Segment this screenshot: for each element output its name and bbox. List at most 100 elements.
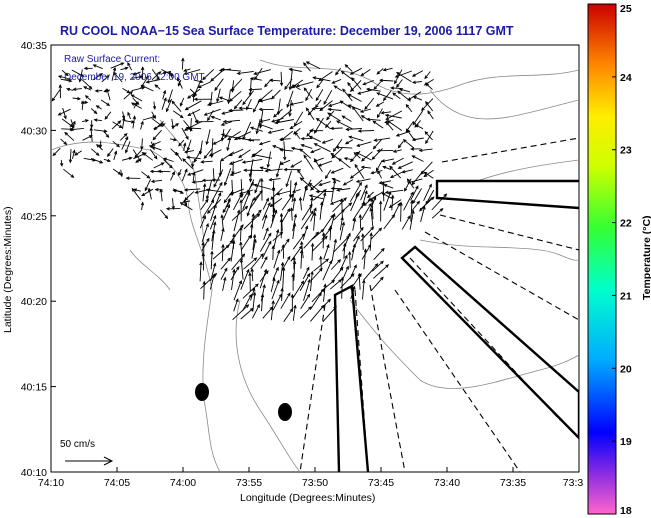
current-vector [266,151,272,169]
y-tick-label: 40:35 [21,40,47,52]
current-vector [323,283,327,302]
current-vector [300,210,314,230]
current-vector [212,138,225,145]
current-vector [223,189,234,204]
current-vector [394,70,412,78]
current-vector [140,66,145,80]
current-vector [297,168,305,180]
current-vector [371,260,384,272]
current-vector [233,279,243,301]
current-vector [212,168,216,183]
y-tick-label: 40:10 [21,467,47,479]
current-vector [69,127,84,132]
current-vector [154,187,163,192]
current-vector [395,130,411,137]
current-vector [315,99,322,109]
current-vector [292,260,297,281]
current-vector [276,190,291,196]
current-vector [360,69,371,77]
current-vector [424,71,431,80]
current-vector [351,106,364,122]
current-vector [63,168,75,178]
current-vector [199,215,206,229]
current-vector [187,108,201,116]
current-vector [121,136,129,150]
current-vector [348,135,364,142]
current-vector [242,191,251,210]
current-vector [257,123,273,130]
current-vector [344,64,353,72]
current-vector [397,140,404,149]
current-vector [111,120,122,130]
current-vector [149,149,158,160]
current-vector [113,71,123,83]
current-vector [349,67,363,75]
current-vector [373,79,383,90]
current-vector [330,259,341,270]
current-vector [423,171,434,179]
current-vector [123,90,133,100]
current-vector [385,110,403,120]
current-vector [389,165,402,179]
current-vector [299,148,312,159]
current-vector [182,199,191,204]
current-vector [372,120,384,129]
shelf-contour-5 [419,239,579,261]
current-vector [411,80,422,84]
current-vector [291,273,295,291]
current-vector [384,113,402,119]
current-vector [249,126,263,132]
chart-title: RU COOL NOAA−15 Sea Surface Temperature:… [60,24,514,38]
current-vector [255,118,261,135]
current-vector [323,89,333,106]
x-tick-label: 73:55 [236,477,262,489]
current-vector [213,169,224,188]
current-vector [339,221,346,241]
current-vector [342,88,353,102]
current-vector [382,165,392,171]
current-vector [92,64,103,70]
current-vector [279,137,291,141]
current-vector [184,191,195,201]
current-vector [140,138,144,151]
current-vector [148,145,162,151]
current-vector [283,308,294,322]
current-vector [223,197,231,213]
current-vector [132,71,141,76]
current-vector [160,209,169,220]
current-vector [375,160,383,172]
current-vector [331,238,338,262]
current-vector [74,150,82,156]
current-vector [403,191,414,211]
sector-boxes [333,179,579,472]
current-vector [431,208,444,219]
current-vector [131,75,143,79]
current-vector [376,92,394,100]
current-vector [376,68,384,75]
current-vector [268,178,281,182]
current-vector [113,150,118,161]
current-vector [383,213,396,230]
current-vector [185,155,201,160]
current-vector [201,222,209,243]
current-vector [358,213,362,229]
current-vector [140,201,145,211]
current-vector [299,177,315,191]
current-vector [211,229,216,250]
current-vector [302,184,308,201]
current-vector [321,138,334,144]
current-vector [104,111,112,120]
current-vector [313,211,317,231]
current-vector [260,177,264,201]
current-vector [347,81,355,92]
current-vector [312,76,331,82]
current-vector [61,69,69,77]
current-vector [150,179,163,184]
x-tick-label: 73:40 [434,477,460,489]
current-vector [239,226,243,241]
current-vector [305,61,321,70]
current-vector [111,66,117,81]
current-vector [141,152,154,161]
current-vector [238,106,253,110]
current-vector [330,167,344,174]
